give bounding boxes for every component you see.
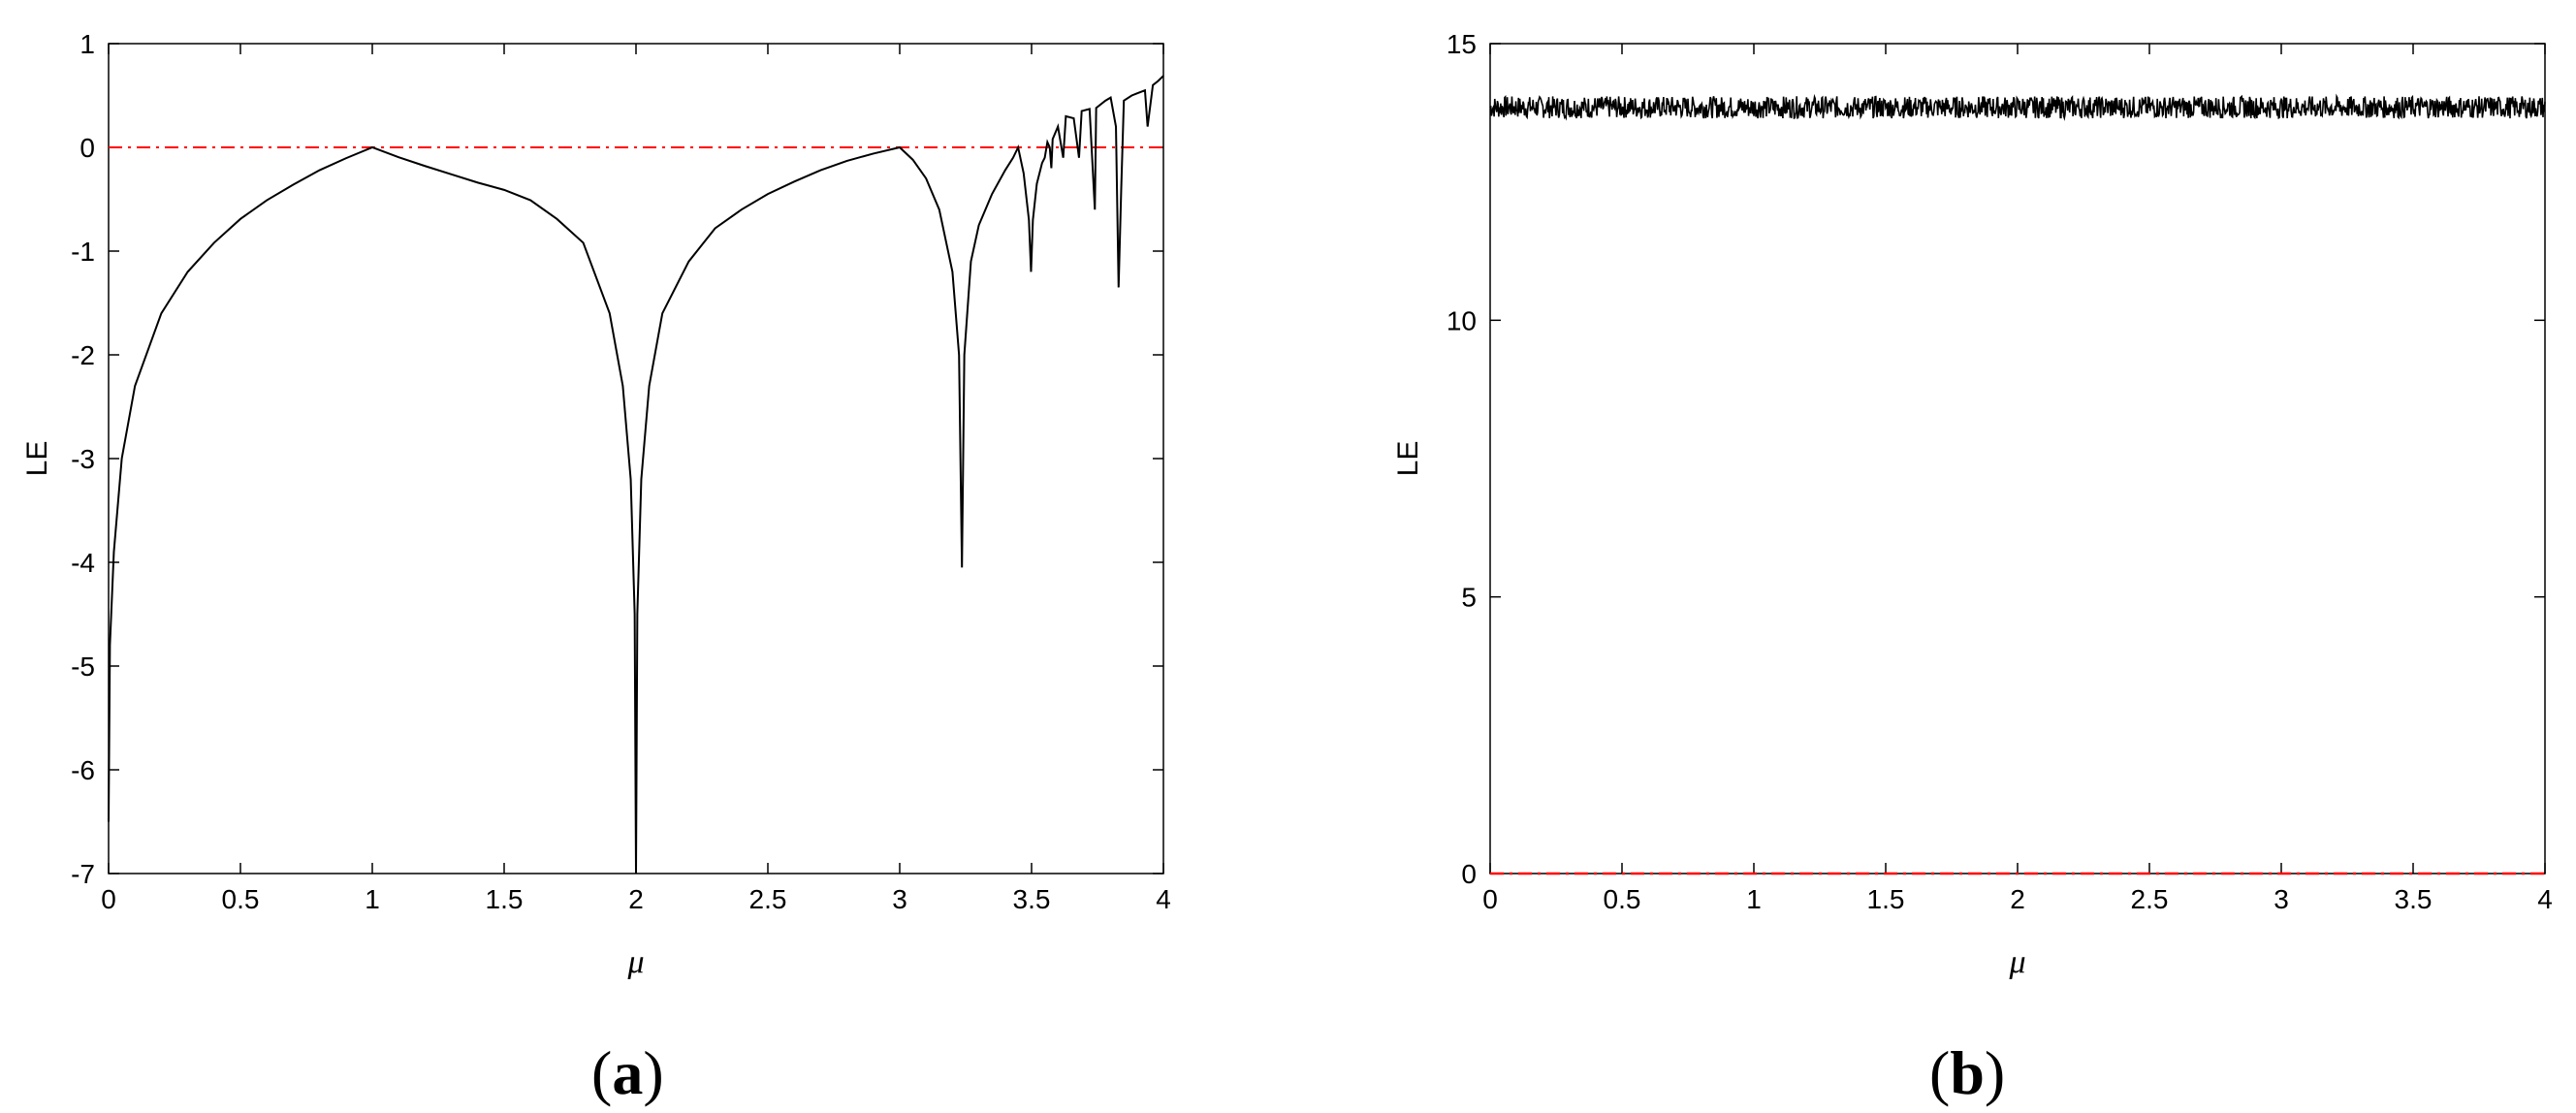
x-tick-label: 2.5: [749, 884, 787, 914]
y-tick-label: -3: [71, 444, 95, 474]
x-tick-label: 3.5: [2395, 884, 2433, 914]
x-tick-label: 1: [1746, 884, 1762, 914]
x-tick-label: 3: [892, 884, 907, 914]
panel-a-y-ticks: -7 -6 -5 -4 -3 -2 -1 0 1: [71, 29, 1163, 889]
x-tick-label: 3: [2274, 884, 2289, 914]
y-tick-label: 15: [1447, 29, 1477, 59]
panel-a-x-axis-label: μ: [626, 944, 644, 980]
x-tick-label: 4: [1156, 884, 1171, 914]
y-tick-label: -6: [71, 755, 95, 785]
x-tick-label: 4: [2537, 884, 2553, 914]
panel-b-x-ticks: 0 0.5 1 1.5 2 2.5 3 3.5 4: [1482, 44, 2553, 914]
x-tick-label: 1: [365, 884, 380, 914]
panel-b-x-axis-label: μ: [2008, 944, 2025, 980]
y-tick-label: 10: [1447, 305, 1477, 335]
panel-b-y-ticks: 0 5 10 15: [1447, 29, 2545, 889]
x-tick-label: 2: [2010, 884, 2025, 914]
y-tick-label: -2: [71, 340, 95, 370]
y-tick-label: -1: [71, 237, 95, 267]
y-tick-label: 1: [80, 29, 95, 59]
y-tick-label: -5: [71, 652, 95, 682]
y-tick-label: -4: [71, 548, 95, 578]
x-tick-label: 0: [101, 884, 116, 914]
panel-a-x-ticks: 0 0.5 1 1.5 2 2.5 3 3.5 4: [101, 44, 1171, 914]
panel-b-label: (b): [1929, 1038, 2005, 1107]
panel-a-y-axis-label: LE: [21, 441, 53, 477]
x-tick-label: 1.5: [1867, 884, 1905, 914]
x-tick-label: 2: [628, 884, 644, 914]
panel-b-series-line: [1489, 93, 2546, 121]
y-tick-label: 5: [1461, 583, 1477, 613]
panel-a-label: (a): [591, 1038, 664, 1107]
y-tick-label: -7: [71, 859, 95, 889]
x-tick-label: 2.5: [2131, 884, 2169, 914]
panel-b-y-axis-label: LE: [1392, 441, 1424, 477]
x-tick-label: 1.5: [486, 884, 524, 914]
panel-a-plot: 0 0.5 1 1.5 2 2.5 3 3.5 4 -7-6-5-4-3-2-101 LE μ …: [21, 29, 1171, 1107]
panel-a-series-line: [108, 75, 1164, 874]
x-tick-label: 0.5: [222, 884, 260, 914]
panel-b-plot: 0 0.5 1 1.5 2 2.5 3 3.5 4 0 5 10 15 LE μ (b): [1392, 29, 2553, 1107]
x-tick-label: 3.5: [1013, 884, 1051, 914]
x-tick-label: 0: [1482, 884, 1498, 914]
y-tick-label: 0: [1461, 859, 1477, 889]
panel-b-axes-frame: [1489, 43, 2546, 874]
y-tick-label: 0: [80, 133, 95, 163]
x-tick-label: 0.5: [1604, 884, 1641, 914]
